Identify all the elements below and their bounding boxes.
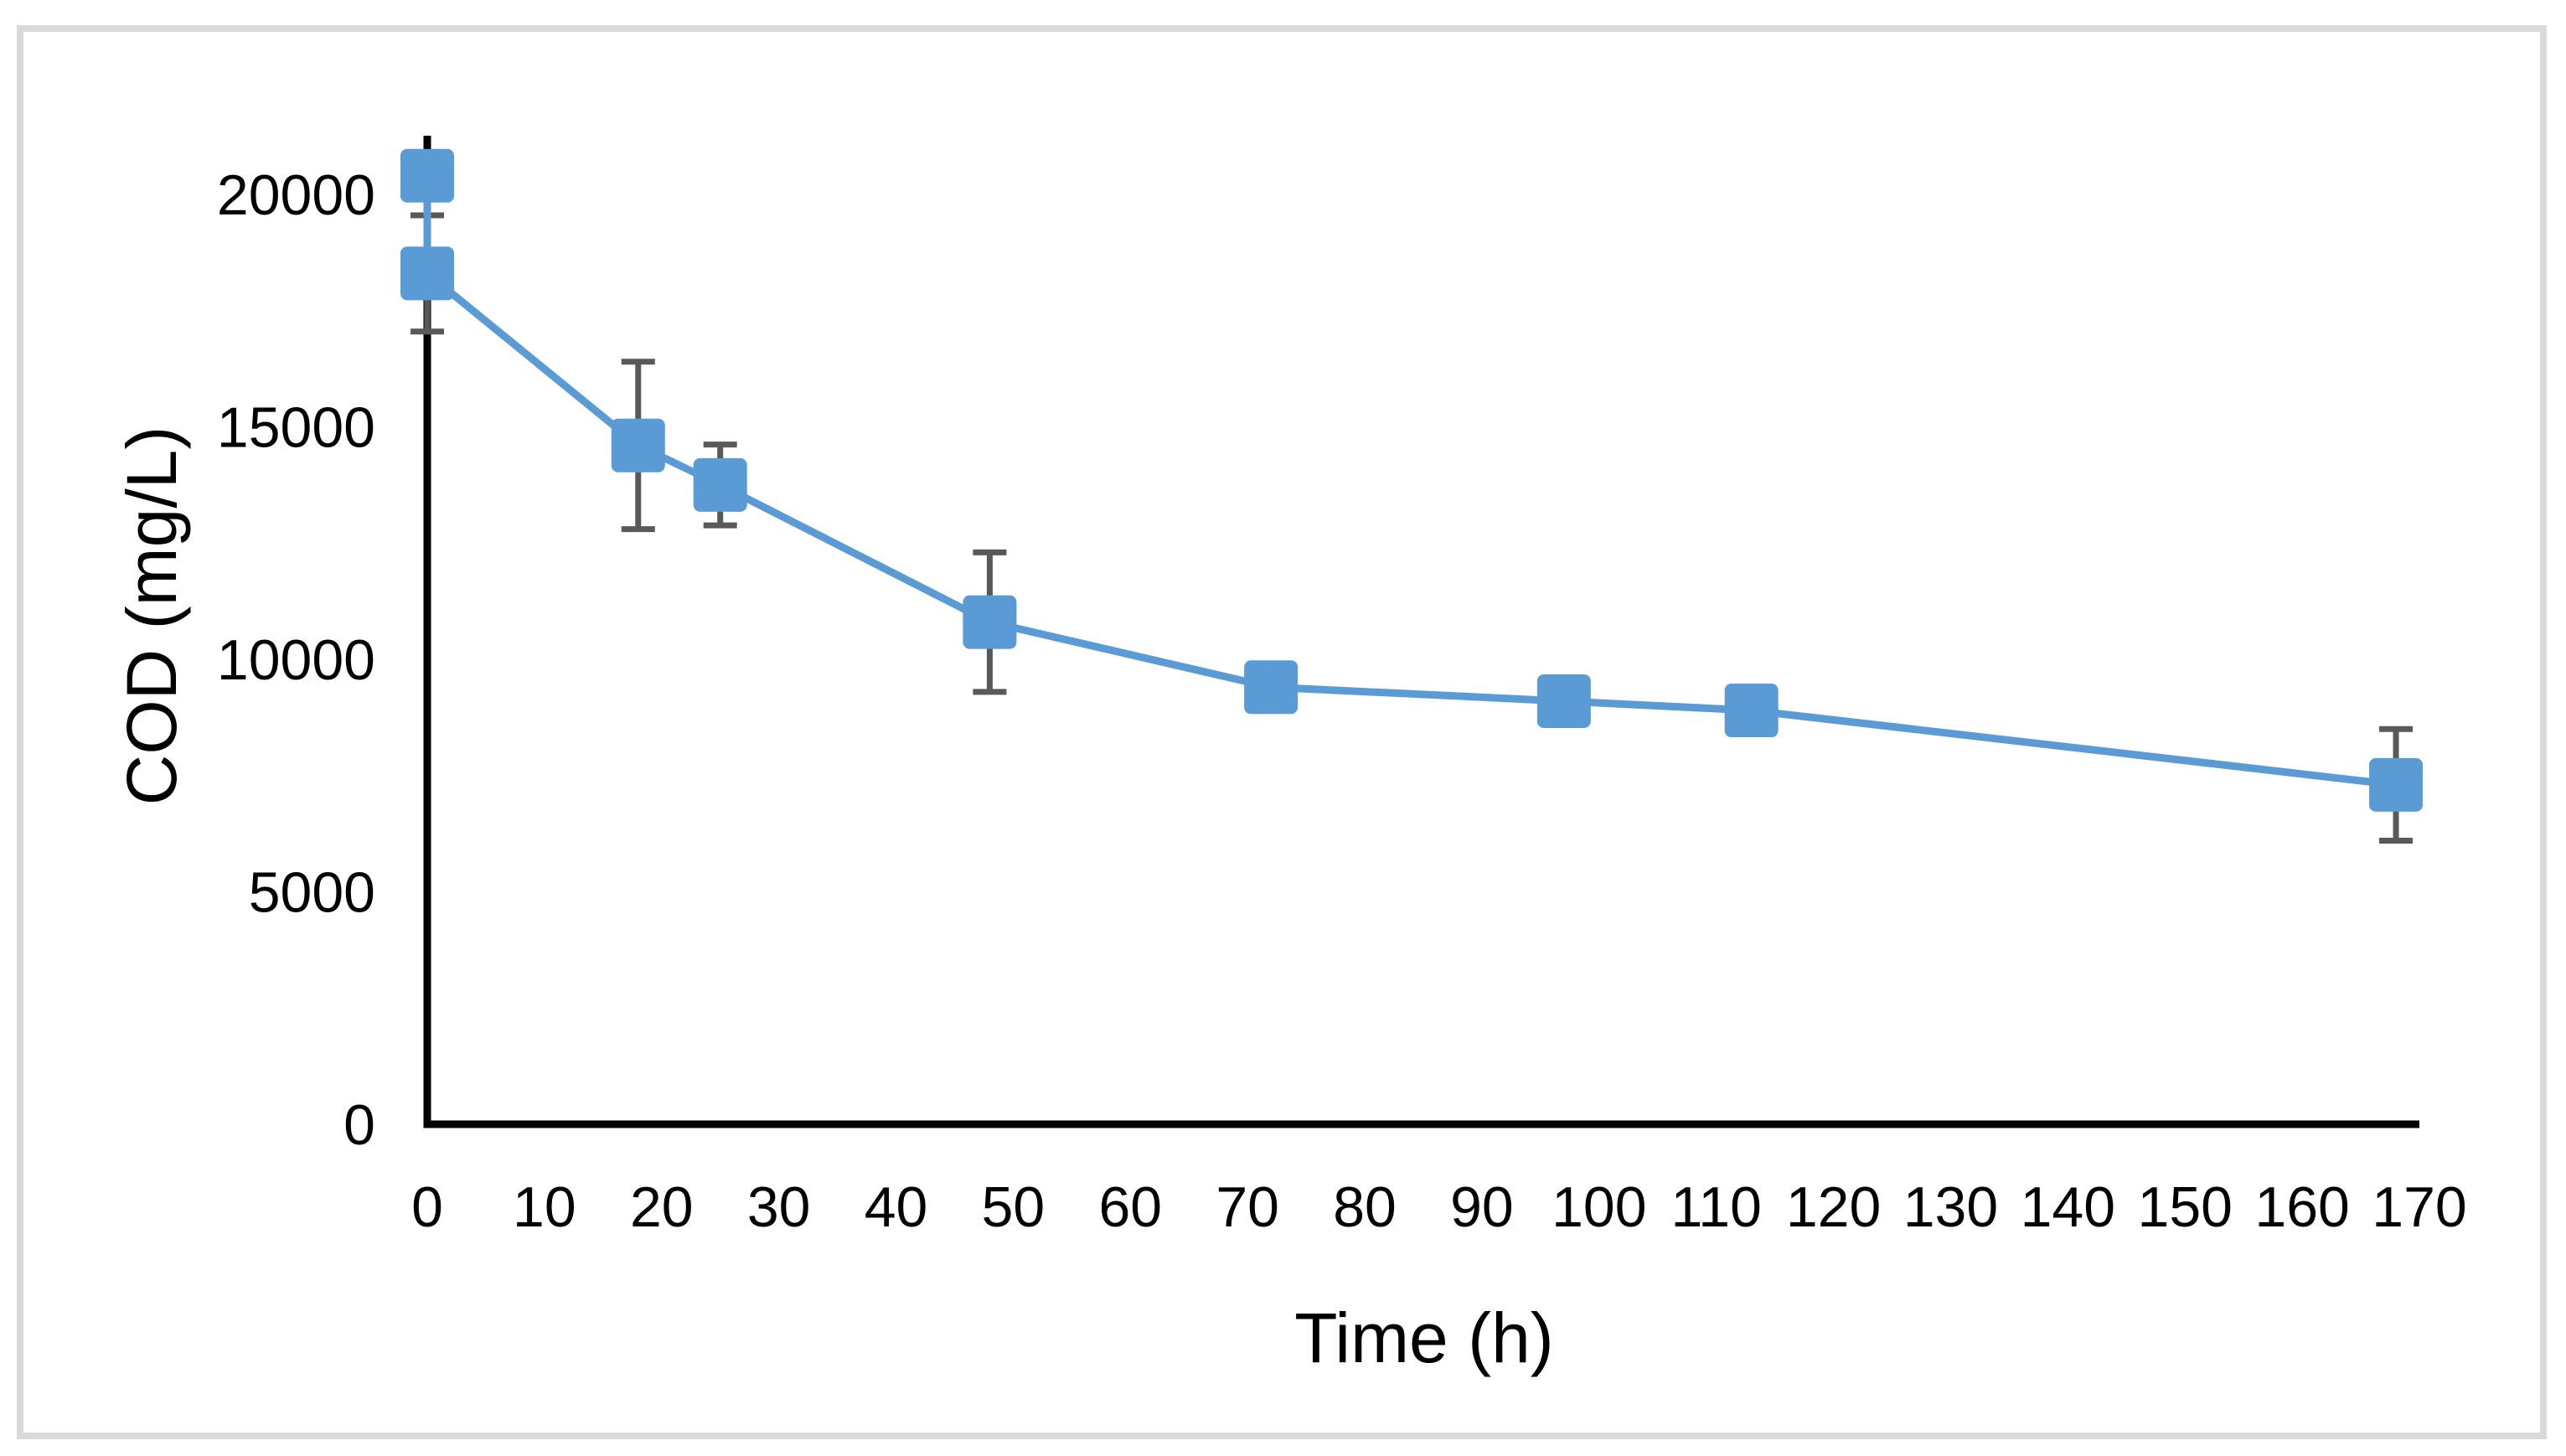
- x-tick-label: 30: [747, 1175, 811, 1239]
- x-axis-tick-labels: 0 10 20 30 40 50 60 70 80 90 100 110 120 130 140 150 160…: [411, 1175, 2467, 1239]
- x-tick-label: 150: [2138, 1175, 2233, 1239]
- x-tick-label: 20: [630, 1175, 694, 1239]
- x-tick-label: 60: [1098, 1175, 1162, 1239]
- x-tick-label: 120: [1786, 1175, 1881, 1239]
- x-tick-label: 110: [1670, 1175, 1761, 1239]
- data-point-marker: [400, 246, 454, 301]
- data-point-marker: [963, 595, 1017, 649]
- data-point-marker: [2369, 757, 2424, 812]
- x-tick-label: 100: [1551, 1175, 1646, 1239]
- data-point-marker: [611, 418, 665, 472]
- y-tick-label: 0: [343, 1093, 375, 1157]
- x-tick-label: 40: [865, 1175, 928, 1239]
- data-point-marker: [1244, 660, 1298, 715]
- x-tick-label: 90: [1450, 1175, 1514, 1239]
- x-tick-label: 10: [513, 1175, 576, 1239]
- x-tick-label: 0: [411, 1175, 443, 1239]
- y-tick-label: 15000: [217, 396, 375, 460]
- x-tick-label: 80: [1333, 1175, 1397, 1239]
- x-tick-label: 170: [2372, 1175, 2466, 1239]
- x-tick-label: 130: [1903, 1175, 1998, 1239]
- data-point-marker: [1536, 674, 1591, 728]
- y-tick-label: 10000: [217, 628, 375, 692]
- y-tick-label: 20000: [217, 163, 375, 227]
- data-point-marker: [1724, 684, 1779, 738]
- x-tick-label: 70: [1216, 1175, 1279, 1239]
- data-point-marker: [400, 148, 454, 203]
- y-axis-title: COD (mg/L): [112, 426, 191, 806]
- x-axis-title: Time (h): [1294, 1299, 1554, 1377]
- data-point-marker: [693, 457, 747, 512]
- markers-group: [400, 148, 2424, 812]
- x-tick-label: 140: [2021, 1175, 2115, 1239]
- x-tick-label: 160: [2254, 1175, 2349, 1239]
- y-axis-tick-labels: 0 5000 10000 15000 20000: [217, 163, 375, 1157]
- error-bars-group: [410, 212, 2414, 844]
- y-tick-label: 5000: [249, 861, 375, 925]
- x-tick-label: 50: [982, 1175, 1046, 1239]
